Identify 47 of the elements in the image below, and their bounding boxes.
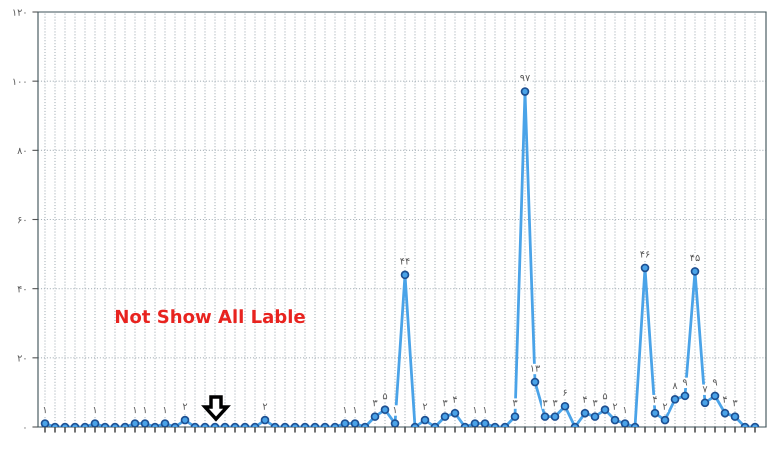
y-tick-label: ۰ (24, 427, 26, 429)
data-label: ۱ (44, 407, 46, 414)
data-label: ۳ (442, 400, 448, 406)
data-label: ۹۷ (520, 74, 530, 82)
y-tick-label: ۱۰۰ (13, 78, 26, 85)
data-label: ۴ (582, 396, 587, 403)
data-label: ۴ (452, 396, 457, 403)
y-tick-label: ۸۰ (17, 148, 26, 154)
data-label: ۵ (602, 393, 608, 400)
data-label: ۲ (662, 404, 668, 410)
data-label: ۱ (344, 407, 346, 414)
data-label: ۴۵ (690, 254, 700, 262)
data-label: ۶ (563, 390, 567, 396)
data-label: ۱۳ (531, 366, 540, 372)
data-label: ۳ (512, 400, 518, 406)
data-label: ۳ (372, 400, 378, 406)
data-label: ۴۴ (400, 258, 410, 264)
data-label: ۵ (382, 393, 388, 400)
data-label: ۱ (474, 407, 476, 414)
data-label: ۳ (732, 400, 738, 406)
y-tick-label: ۱۲۰ (13, 10, 26, 16)
data-label: ۱ (394, 407, 396, 414)
data-label: ۱ (94, 407, 96, 414)
data-label: ۲ (262, 404, 268, 410)
data-label: ۴ (722, 396, 727, 403)
data-label: ۱ (134, 407, 136, 414)
data-label: ۹ (712, 379, 718, 386)
data-label: ۳ (592, 400, 598, 406)
data-label: ۳ (552, 400, 558, 406)
data-label: ۴ (652, 396, 657, 403)
y-tick-label: ۶۰ (18, 216, 26, 224)
data-label: ۱ (484, 407, 486, 414)
annotation: Not Show All Lable (116, 309, 305, 324)
y-tick-label: ۲۰ (18, 355, 26, 362)
data-label: ۴۶ (640, 251, 650, 258)
data-label: ۸ (672, 382, 678, 389)
data-label: ۱ (354, 407, 356, 414)
data-label: ۱ (624, 407, 626, 414)
data-label: ۷ (702, 386, 708, 392)
y-tick-label: ۴۰ (18, 286, 26, 292)
data-label: ۲ (612, 404, 618, 410)
data-label: ۹ (682, 379, 688, 386)
data-label: ۲ (422, 404, 428, 410)
data-label: ۱ (164, 407, 166, 414)
data-label: ۳ (542, 400, 548, 406)
data-label: ۲ (182, 404, 188, 410)
data-label: ۱ (144, 407, 146, 414)
